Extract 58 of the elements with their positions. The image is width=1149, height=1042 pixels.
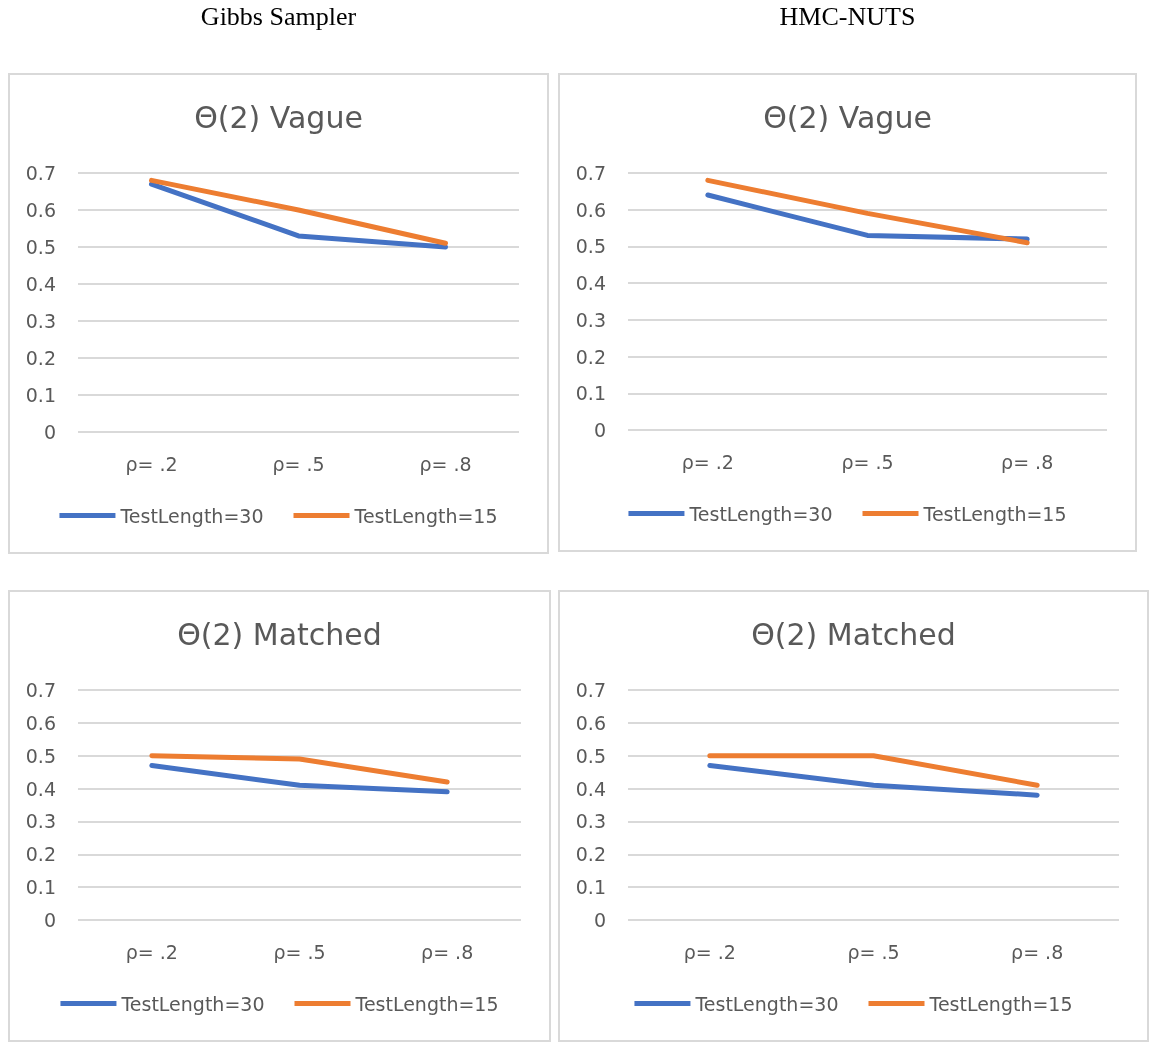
x-tick-label: ρ= .8 <box>421 940 474 963</box>
text: Gibbs Sampler <box>199 2 358 32</box>
x-tick-label: ρ= .2 <box>681 450 734 473</box>
x-tick-label: ρ= .5 <box>847 940 900 963</box>
y-tick-label: 0.4 <box>25 777 56 800</box>
x-tick-label: ρ= .5 <box>272 452 325 475</box>
y-tick-label: 0.7 <box>25 162 56 184</box>
legend-label: TestLength=15 <box>353 504 498 527</box>
y-tick-label: 0.5 <box>25 744 56 767</box>
legend-label: TestLength=30 <box>688 502 833 525</box>
y-tick-label: 0.2 <box>25 843 56 866</box>
x-tick-label: ρ= .5 <box>841 450 894 473</box>
y-tick-label: 0 <box>43 421 56 443</box>
legend-label: TestLength=15 <box>354 992 499 1015</box>
y-tick-label: 0.5 <box>575 744 606 767</box>
y-tick-label: 0.3 <box>575 810 606 833</box>
y-tick-label: 0.2 <box>25 347 56 369</box>
y-tick-label: 0.4 <box>25 273 56 295</box>
chart-title: Θ(2) Matched <box>177 616 382 652</box>
y-tick-label: 0.4 <box>575 777 606 800</box>
y-tick-label: 0 <box>593 909 606 931</box>
x-tick-label: ρ= .2 <box>683 940 736 963</box>
chart-title: Θ(2) Matched <box>751 616 956 652</box>
y-tick-label: 0.3 <box>25 310 56 332</box>
x-tick-label: ρ= .2 <box>125 452 178 475</box>
x-tick-label: ρ= .8 <box>419 452 472 475</box>
legend-label: TestLength=15 <box>928 992 1073 1015</box>
y-tick-label: 0.6 <box>575 198 606 221</box>
chart-title: Θ(2) Vague <box>194 99 363 135</box>
y-tick-label: 0.2 <box>575 843 606 866</box>
y-tick-label: 0.7 <box>575 679 606 701</box>
x-tick-label: ρ= .8 <box>1001 450 1054 473</box>
y-tick-label: 0.3 <box>25 810 56 833</box>
legend-label: TestLength=30 <box>694 992 839 1015</box>
chart-title: Θ(2) Vague <box>763 99 932 135</box>
y-tick-label: 0.6 <box>25 199 56 221</box>
y-tick-label: 0.6 <box>575 711 606 734</box>
y-tick-label: 0.1 <box>25 876 56 899</box>
y-tick-label: 0.5 <box>25 236 56 258</box>
y-tick-label: 0 <box>593 419 606 441</box>
x-tick-label: ρ= .5 <box>273 940 326 963</box>
y-tick-label: 0.3 <box>575 308 606 331</box>
y-tick-label: 0.7 <box>25 679 56 701</box>
y-tick-label: 0.4 <box>575 272 606 295</box>
y-tick-label: 0.6 <box>25 711 56 734</box>
y-tick-label: 0.1 <box>575 382 606 405</box>
legend-label: TestLength=15 <box>922 502 1067 525</box>
text: HMC-NUTS <box>778 2 917 32</box>
y-tick-label: 0 <box>43 909 56 931</box>
y-tick-label: 0.7 <box>575 162 606 184</box>
x-tick-label: ρ= .8 <box>1011 940 1064 963</box>
y-tick-label: 0.2 <box>575 345 606 368</box>
y-tick-label: 0.1 <box>575 876 606 899</box>
y-tick-label: 0.5 <box>575 235 606 258</box>
y-tick-label: 0.1 <box>25 384 56 406</box>
legend-label: TestLength=30 <box>119 504 264 527</box>
legend-label: TestLength=30 <box>120 992 265 1015</box>
x-tick-label: ρ= .2 <box>125 940 178 963</box>
